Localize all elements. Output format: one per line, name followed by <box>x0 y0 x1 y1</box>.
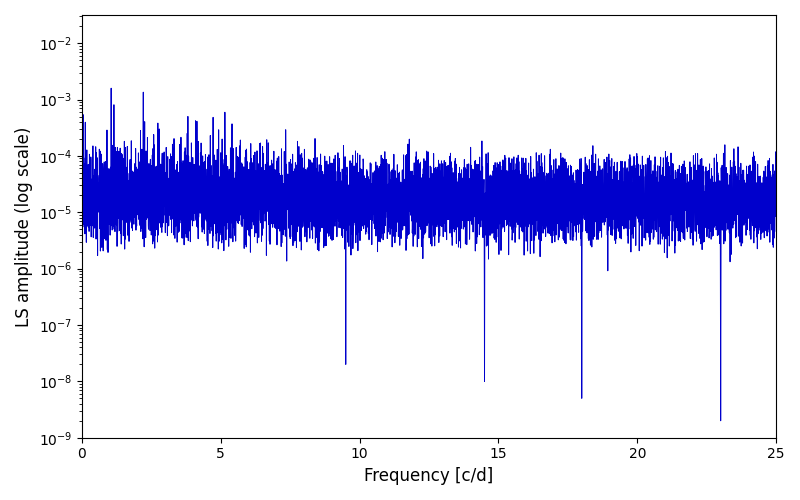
Y-axis label: LS amplitude (log scale): LS amplitude (log scale) <box>15 126 33 326</box>
X-axis label: Frequency [c/d]: Frequency [c/d] <box>364 467 494 485</box>
